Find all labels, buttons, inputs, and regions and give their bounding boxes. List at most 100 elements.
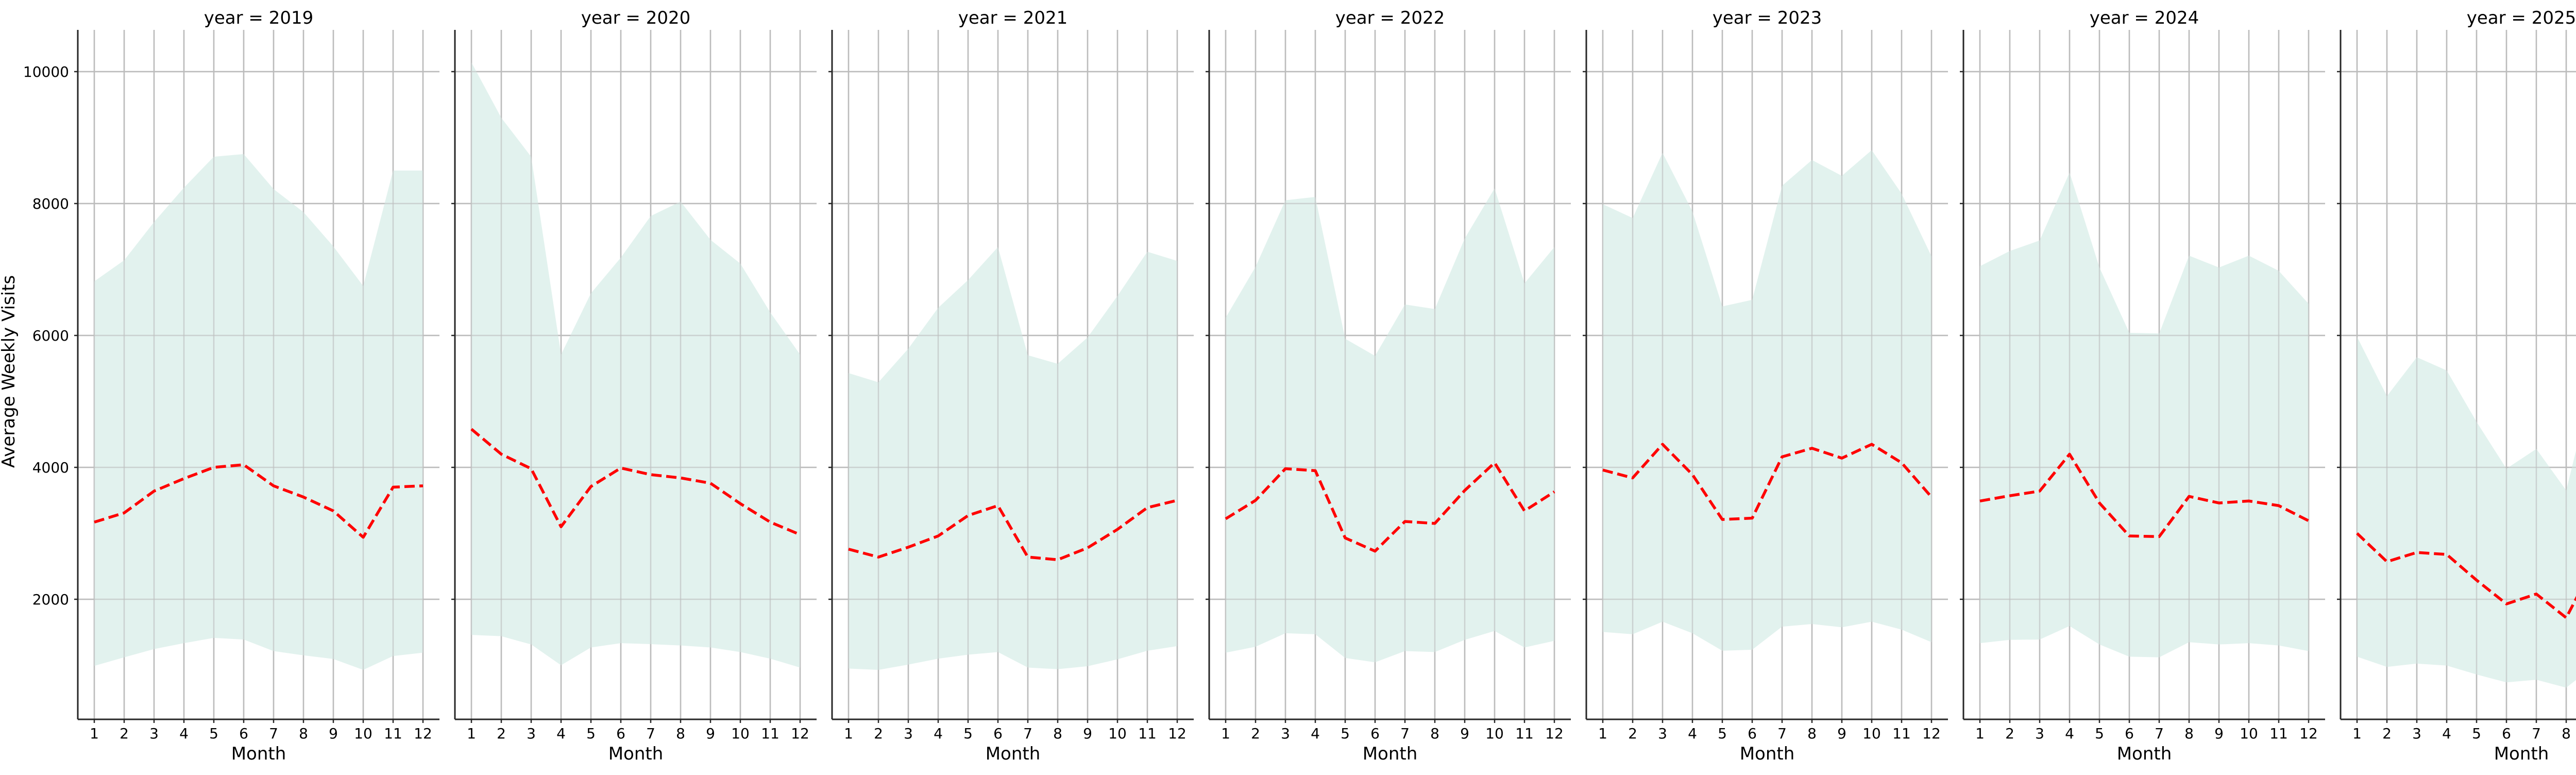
panel-title: year = 2023 [1713, 8, 1822, 28]
median-line [94, 463, 423, 539]
panel-title: year = 2020 [581, 8, 690, 28]
median-line [2356, 532, 2576, 619]
panel-title: year = 2021 [958, 8, 1067, 28]
x-tick-label: 7 [2532, 725, 2541, 742]
x-tick-label: 9 [1837, 725, 1846, 742]
x-tick-label: 10 [1485, 725, 1504, 742]
x-tick-label: 2 [2382, 725, 2392, 742]
x-tick-label: 7 [1400, 725, 1410, 742]
x-tick-label: 12 [791, 725, 809, 742]
panel-title: year = 2024 [2090, 8, 2199, 28]
x-tick-label: 2 [2005, 725, 2014, 742]
x-tick-label: 6 [2502, 725, 2511, 742]
x-tick-label: 3 [1281, 725, 1290, 742]
panel-title: year = 2025 [2467, 8, 2576, 28]
x-tick-label: 10 [1108, 725, 1127, 742]
x-tick-label: 12 [2299, 725, 2318, 742]
y-tick-label: 8000 [32, 195, 69, 212]
x-tick-label: 1 [1598, 725, 1607, 742]
x-tick-label: 9 [2214, 725, 2224, 742]
x-tick-label: 1 [90, 725, 99, 742]
x-tick-label: 4 [1688, 725, 1697, 742]
x-tick-label: 6 [616, 725, 625, 742]
median-line [1979, 452, 2310, 538]
median-line [470, 428, 801, 536]
iqr-band [849, 247, 1177, 670]
x-tick-label: 8 [299, 725, 308, 742]
x-tick-label: 1 [1221, 725, 1230, 742]
x-tick-label: 12 [1922, 725, 1941, 742]
iqr-band [94, 154, 423, 670]
x-tick-label: 3 [149, 725, 159, 742]
iqr-band [471, 62, 800, 668]
x-tick-label: 4 [934, 725, 943, 742]
x-axis-label: Month [1363, 744, 1418, 764]
x-tick-label: 1 [2352, 725, 2362, 742]
median-line [1225, 461, 1555, 553]
x-tick-label: 3 [904, 725, 913, 742]
x-tick-label: 4 [556, 725, 566, 742]
iqr-band [1226, 188, 1554, 663]
x-tick-label: 3 [527, 725, 536, 742]
y-tick-label: 10000 [23, 63, 69, 80]
x-axis-label: Month [1740, 744, 1795, 764]
x-tick-label: 7 [2155, 725, 2164, 742]
x-tick-label: 3 [1658, 725, 1667, 742]
panel-title: year = 2019 [204, 8, 313, 28]
x-tick-label: 1 [467, 725, 476, 742]
x-tick-label: 4 [179, 725, 189, 742]
iqr-band [1603, 150, 1931, 651]
x-tick-label: 11 [384, 725, 402, 742]
x-tick-label: 2 [497, 725, 506, 742]
x-tick-label: 3 [2035, 725, 2044, 742]
x-tick-label: 8 [2562, 725, 2571, 742]
x-tick-label: 11 [761, 725, 779, 742]
x-tick-label: 2 [1251, 725, 1260, 742]
x-tick-label: 8 [1053, 725, 1062, 742]
x-tick-label: 5 [1718, 725, 1727, 742]
x-tick-label: 9 [1083, 725, 1092, 742]
x-tick-label: 2 [874, 725, 883, 742]
y-tick-label: 6000 [32, 327, 69, 344]
x-tick-label: 11 [1138, 725, 1157, 742]
x-tick-label: 11 [1892, 725, 1911, 742]
x-tick-label: 8 [1430, 725, 1439, 742]
x-tick-label: 10 [354, 725, 372, 742]
x-tick-label: 3 [2412, 725, 2421, 742]
x-tick-label: 6 [239, 725, 248, 742]
y-tick-label: 2000 [32, 591, 69, 608]
x-tick-label: 12 [414, 725, 432, 742]
x-tick-label: 7 [646, 725, 655, 742]
x-tick-label: 8 [676, 725, 685, 742]
x-tick-label: 11 [1515, 725, 1534, 742]
iqr-band [2357, 336, 2576, 688]
x-tick-label: 10 [2240, 725, 2258, 742]
x-tick-label: 5 [1341, 725, 1350, 742]
x-tick-label: 9 [1460, 725, 1469, 742]
x-tick-label: 10 [731, 725, 750, 742]
x-tick-label: 6 [2125, 725, 2134, 742]
x-tick-label: 7 [1023, 725, 1032, 742]
x-axis-label: Month [608, 744, 664, 764]
x-tick-label: 7 [1777, 725, 1787, 742]
median-line [1602, 443, 1933, 521]
x-tick-label: 11 [2269, 725, 2288, 742]
x-axis-label: Month [2117, 744, 2172, 764]
x-tick-label: 6 [993, 725, 1003, 742]
x-tick-label: 6 [1370, 725, 1380, 742]
panel-title: year = 2022 [1335, 8, 1445, 28]
x-tick-label: 1 [1975, 725, 1985, 742]
x-tick-label: 8 [2184, 725, 2194, 742]
x-tick-label: 1 [844, 725, 853, 742]
iqr-band [1980, 172, 2309, 658]
x-tick-label: 10 [1862, 725, 1881, 742]
x-tick-label: 8 [1807, 725, 1817, 742]
x-axis-label: Month [231, 744, 286, 764]
x-tick-label: 4 [1311, 725, 1320, 742]
